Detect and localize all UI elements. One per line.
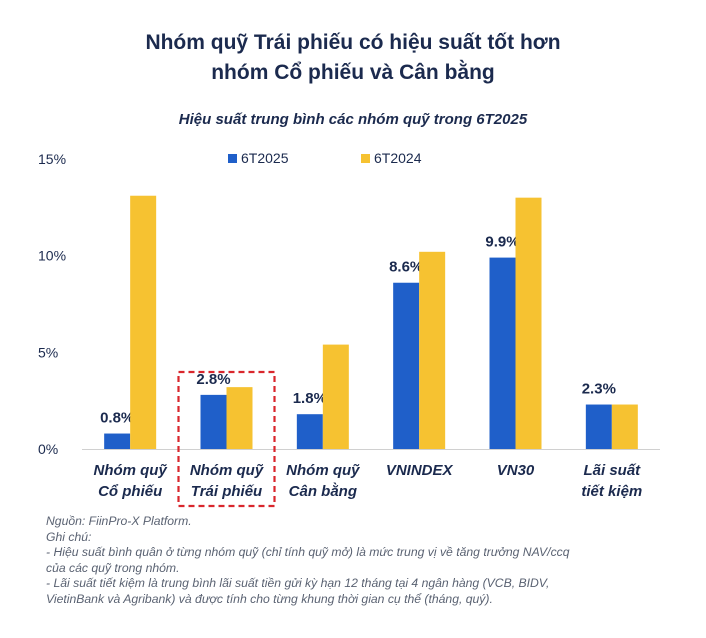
legend-swatch	[228, 154, 237, 163]
bar-6T2024	[419, 251, 446, 449]
y-tick-label: 10%	[38, 248, 66, 264]
category-label: VNINDEX	[386, 462, 454, 479]
legend-label: 6T2024	[374, 150, 422, 166]
y-tick-label: 5%	[38, 344, 58, 360]
bar-6T2025	[296, 414, 323, 449]
data-label: 0.8%	[100, 410, 134, 427]
source-note: Nguồn: FiinPro-X Platform.	[46, 514, 192, 528]
note-line-4: VietinBank và Agribank) và được tính cho…	[46, 591, 493, 606]
category-label: Trái phiếu	[191, 483, 262, 500]
bar-6T2024	[130, 195, 157, 449]
data-label: 1.8%	[293, 390, 327, 407]
chart-title: Hiệu suất trung bình các nhóm quỹ trong …	[178, 111, 528, 128]
y-tick-label: 0%	[38, 441, 58, 457]
title-line-2: nhóm Cổ phiếu và Cân bằng	[211, 61, 495, 84]
bar-6T2025	[200, 394, 227, 449]
category-label: tiết kiệm	[581, 483, 642, 500]
bar-6T2025	[585, 404, 612, 449]
chart-notes: Nguồn: FiinPro-X Platform. Ghi chú: - Hi…	[46, 514, 666, 608]
category-label: Cân bằng	[289, 482, 357, 500]
highlight-box	[177, 370, 276, 508]
title-line-1: Nhóm quỹ Trái phiếu có hiệu suất tốt hơn	[145, 31, 561, 54]
data-label: 9.9%	[485, 234, 519, 251]
bar-6T2024	[515, 197, 542, 449]
note-line-1: - Hiệu suất bình quân ở từng nhóm quỹ (c…	[46, 545, 570, 560]
bar-6T2024	[611, 404, 638, 449]
category-label: Nhóm quỹ	[190, 462, 264, 479]
category-label: Cổ phiếu	[98, 483, 162, 500]
bar-6T2025	[489, 257, 516, 449]
note-line-3: - Lãi suất tiết kiệm là trung bình lãi s…	[46, 576, 550, 591]
legend-label: 6T2025	[241, 150, 289, 166]
bar-6T2025	[104, 433, 131, 449]
category-label: Nhóm quỹ	[286, 462, 360, 479]
bar-6T2024	[322, 344, 349, 449]
data-label: 8.6%	[389, 259, 423, 276]
bar-chart: 0% 5% 10% 15% 6T2025 6T2024 0.8% Nhóm quỹ Cổ phi…	[38, 150, 660, 508]
category-label: Lãi suất	[583, 462, 641, 479]
category-label: VN30	[497, 462, 535, 479]
note-line-2: của các quỹ trong nhóm.	[46, 560, 180, 575]
bar-6T2025	[393, 282, 420, 449]
y-tick-label: 15%	[38, 151, 66, 167]
page-title: Nhóm quỹ Trái phiếu có hiệu suất tốt hơn…	[0, 28, 706, 88]
data-label: 2.3%	[582, 381, 616, 398]
bar-6T2024	[226, 387, 253, 449]
notes-label: Ghi chú:	[46, 529, 92, 544]
legend-swatch	[361, 154, 370, 163]
data-label: 2.8%	[196, 371, 230, 388]
category-label: Nhóm quỹ	[93, 462, 167, 479]
